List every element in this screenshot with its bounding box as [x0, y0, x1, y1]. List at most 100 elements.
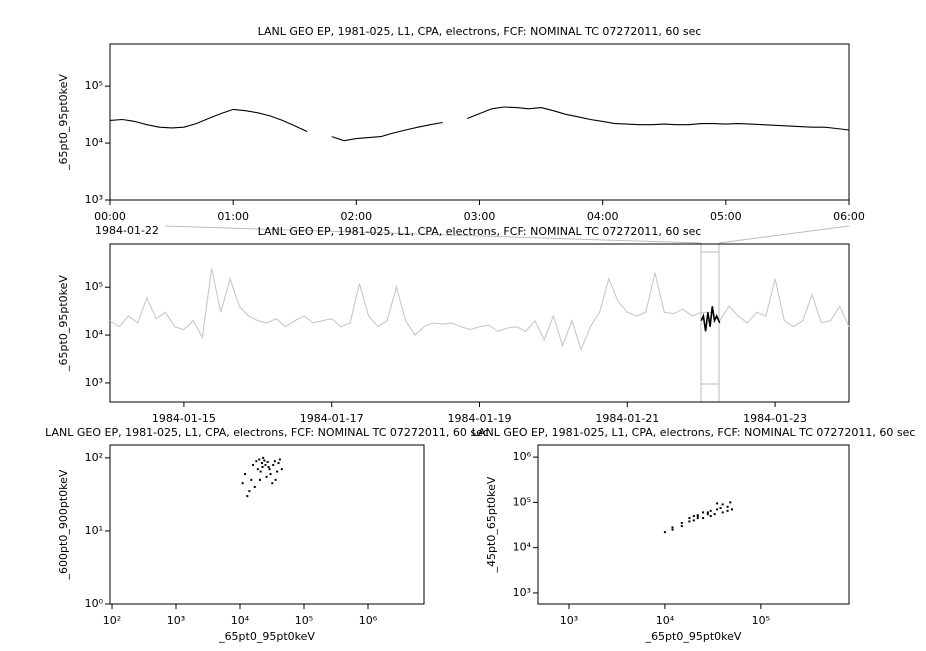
scatter-point [273, 460, 276, 463]
x-tick-label: 10³ [167, 614, 185, 627]
data-line [109, 106, 850, 142]
scatter-point [716, 502, 719, 505]
scatter-point [692, 519, 695, 522]
scatter-point [702, 517, 705, 520]
y-tick-label: 10⁴ [85, 328, 104, 341]
scatter-point [696, 514, 699, 517]
chart-title: LANL GEO EP, 1981-025, L1, CPA, electron… [258, 25, 702, 38]
scatter-point [274, 478, 277, 481]
scatter-point [713, 513, 716, 516]
scatter-point [248, 490, 251, 493]
scatter-point [729, 501, 732, 504]
scatter-point [261, 465, 264, 468]
plot-frame [109, 444, 425, 605]
x-tick-label: 1984-01-17 [300, 412, 364, 425]
scatter-point [278, 458, 281, 461]
scatter-point [692, 515, 695, 518]
y-tick-label: 10⁵ [513, 495, 531, 508]
scatter-point [709, 515, 712, 518]
scatter-point [241, 482, 244, 485]
scatter-point [663, 531, 666, 534]
y-tick-label: 10² [85, 451, 103, 464]
scatter-point [267, 465, 270, 468]
scatter-point [680, 522, 683, 525]
y-tick-label: 10³ [85, 376, 103, 389]
x-tick-label: 01:00 [217, 210, 249, 223]
scatter-point [726, 505, 729, 508]
x-tick-label: 10⁴ [656, 614, 675, 627]
y-axis-label: _65pt0_95pt0keV [57, 275, 70, 372]
scatter-point [256, 468, 259, 471]
plot-frame [537, 444, 850, 605]
scatter-point [721, 503, 724, 506]
scatter-point [702, 511, 705, 514]
y-tick-label: 10³ [513, 586, 531, 599]
scatter-point [268, 468, 271, 471]
scatter-point [696, 517, 699, 520]
x-axis-label: _65pt0_95pt0keV [645, 630, 742, 643]
y-axis-label: _600pt0_900pt0keV [57, 469, 70, 580]
scatter-point [260, 462, 263, 465]
y-tick-label: 10⁶ [513, 450, 532, 463]
scatter-point [246, 495, 249, 498]
scatter-point [244, 473, 247, 476]
y-tick-label: 10³ [85, 193, 103, 206]
y-axis-label: _45pt0_65pt0keV [485, 476, 498, 573]
scatter-point [259, 470, 262, 473]
y-axis-label: _65pt0_95pt0keV [57, 74, 70, 171]
x-tick-label: 1984-01-15 [152, 412, 216, 425]
x-tick-label: 04:00 [587, 210, 619, 223]
scatter-point [671, 526, 674, 529]
scatter-point [721, 511, 724, 514]
y-tick-label: 10⁵ [85, 280, 103, 293]
x-tick-label: 10³ [560, 614, 578, 627]
zoom-line [164, 225, 702, 244]
x-tick-label: 1984-01-23 [743, 412, 807, 425]
scatter-point [252, 463, 255, 466]
scatter-point [671, 528, 674, 531]
x-tick-label: 1984-01-21 [595, 412, 659, 425]
scatter-point [255, 460, 258, 463]
scatter-point [258, 458, 261, 461]
scatter-point [258, 478, 261, 481]
scatter-point [250, 478, 253, 481]
x-tick-label: 02:00 [340, 210, 372, 223]
zoom-line [718, 225, 850, 244]
x-tick-label: 05:00 [710, 210, 742, 223]
y-tick-label: 10⁵ [85, 79, 103, 92]
scatter-point [688, 520, 691, 523]
x-tick-label: 03:00 [464, 210, 496, 223]
scatter-point [706, 511, 709, 514]
scatter-point [280, 468, 283, 471]
scatter-point [726, 509, 729, 512]
scatter-point [272, 463, 275, 466]
scatter-point [276, 470, 279, 473]
scatter-point [277, 462, 280, 465]
scatter-point [709, 509, 712, 512]
scatter-point [706, 513, 709, 516]
scatter-point [266, 460, 269, 463]
scatter-point [730, 508, 733, 511]
scatter-point [269, 473, 272, 476]
x-tick-label: 10⁴ [231, 614, 250, 627]
scatter-point [688, 517, 691, 520]
y-tick-label: 10⁰ [85, 597, 104, 610]
scatter-point [719, 507, 722, 510]
scatter-point [253, 485, 256, 488]
chart-title: LANL GEO EP, 1981-025, L1, CPA, electron… [258, 225, 702, 238]
chart-title: LANL GEO EP, 1981-025, L1, CPA, electron… [45, 426, 489, 439]
chart-title: LANL GEO EP, 1981-025, L1, CPA, electron… [472, 426, 916, 439]
date-label: 1984-01-22 [95, 224, 159, 237]
scatter-point [264, 463, 267, 466]
y-tick-label: 10⁴ [85, 136, 104, 149]
data-line [700, 306, 721, 332]
data-line [109, 268, 850, 352]
y-tick-label: 10¹ [85, 524, 103, 537]
x-tick-label: 1984-01-19 [448, 412, 512, 425]
x-tick-label: 10⁵ [752, 614, 770, 627]
scatter-point [716, 508, 719, 511]
x-tick-label: 06:00 [833, 210, 865, 223]
x-tick-label: 10⁵ [295, 614, 313, 627]
scatter-point [263, 459, 266, 462]
